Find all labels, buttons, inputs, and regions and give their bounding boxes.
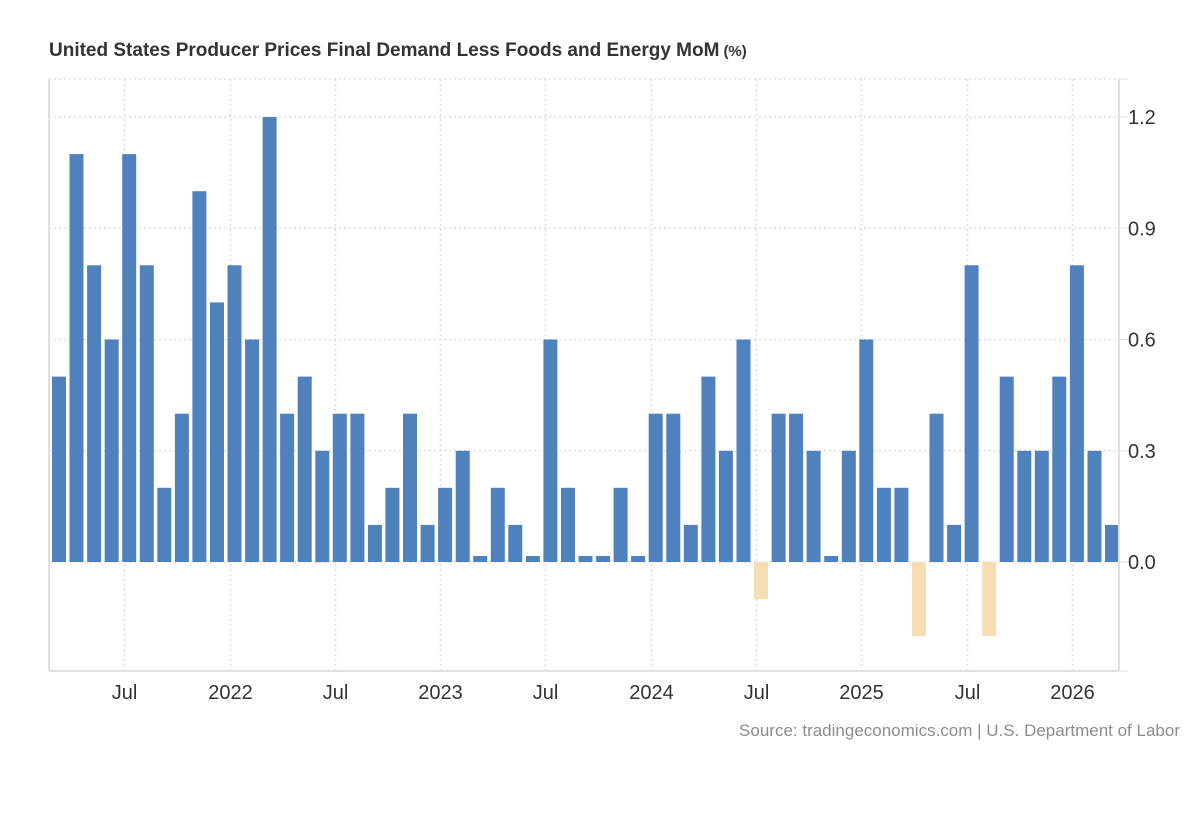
bar-2023-04[interactable] bbox=[490, 487, 505, 562]
bar-2021-08[interactable] bbox=[139, 265, 154, 562]
bar-2021-10[interactable] bbox=[174, 413, 189, 562]
source-attribution: Source: tradingeconomics.com | U.S. Depa… bbox=[739, 721, 1180, 740]
axes bbox=[48, 78, 1128, 672]
bar-2023-12[interactable] bbox=[631, 556, 646, 562]
bar-2025-05[interactable] bbox=[929, 413, 944, 562]
bar-2026-02[interactable] bbox=[1087, 450, 1102, 563]
chart-title: United States Producer Prices Final Dema… bbox=[49, 40, 747, 62]
bar-2024-10[interactable] bbox=[806, 450, 821, 563]
bar-2025-06[interactable] bbox=[947, 524, 962, 562]
bar-2022-08[interactable] bbox=[350, 413, 365, 562]
y-tick-label: 0.3 bbox=[1128, 441, 1156, 463]
x-tick-label: Jul bbox=[533, 682, 559, 704]
bar-2022-07[interactable] bbox=[332, 413, 347, 562]
bar-2023-02[interactable] bbox=[455, 450, 470, 563]
bar-2021-09[interactable] bbox=[157, 487, 172, 562]
bar-2025-10[interactable] bbox=[1017, 450, 1032, 563]
bar-2025-01[interactable] bbox=[859, 339, 874, 563]
bar-2025-11[interactable] bbox=[1034, 450, 1049, 563]
bar-2024-12[interactable] bbox=[841, 450, 856, 563]
x-tick-label: Jul bbox=[112, 682, 138, 704]
bar-2024-05[interactable] bbox=[718, 450, 733, 563]
bar-2026-01[interactable] bbox=[1069, 265, 1084, 562]
x-tick-label: 2024 bbox=[629, 682, 674, 704]
chart-unit-label: (%) bbox=[723, 43, 747, 60]
bar-2021-06[interactable] bbox=[104, 339, 119, 563]
bars bbox=[52, 117, 1119, 637]
x-tick-label: 2025 bbox=[839, 682, 884, 704]
bar-2024-07[interactable] bbox=[754, 562, 768, 600]
bar-2022-01[interactable] bbox=[227, 265, 242, 562]
x-tick-label: 2023 bbox=[418, 682, 463, 704]
bar-2022-03[interactable] bbox=[262, 117, 277, 562]
bar-2022-05[interactable] bbox=[297, 376, 312, 562]
bar-2022-11[interactable] bbox=[403, 413, 417, 562]
bar-2021-04[interactable] bbox=[69, 154, 84, 562]
bar-2022-12[interactable] bbox=[420, 524, 435, 562]
bar-2024-02[interactable] bbox=[666, 413, 681, 562]
bar-2023-01[interactable] bbox=[438, 487, 453, 562]
y-tick-label: 0.9 bbox=[1128, 218, 1156, 240]
bar-2022-09[interactable] bbox=[367, 524, 382, 562]
bar-2024-11[interactable] bbox=[824, 556, 839, 562]
y-tick-label: 0.0 bbox=[1128, 552, 1156, 574]
bar-2023-07[interactable] bbox=[543, 339, 558, 563]
bar-2023-09[interactable] bbox=[578, 556, 593, 562]
y-tick-label: 0.6 bbox=[1128, 330, 1156, 352]
bar-2026-03[interactable] bbox=[1105, 524, 1119, 562]
bar-2023-06[interactable] bbox=[525, 556, 540, 562]
bar-2022-04[interactable] bbox=[280, 413, 295, 562]
bar-2022-10[interactable] bbox=[385, 487, 400, 562]
bar-2022-02[interactable] bbox=[245, 339, 260, 563]
x-tick-label: Jul bbox=[955, 682, 981, 704]
bar-2024-09[interactable] bbox=[789, 413, 804, 562]
bar-2024-06[interactable] bbox=[736, 339, 751, 563]
bar-2022-06[interactable] bbox=[315, 450, 330, 563]
bar-2023-08[interactable] bbox=[561, 487, 575, 562]
bar-2021-11[interactable] bbox=[192, 191, 207, 562]
bar-2024-08[interactable] bbox=[771, 413, 786, 562]
bar-2025-03[interactable] bbox=[894, 487, 909, 562]
bar-2025-07[interactable] bbox=[964, 265, 979, 562]
bar-2023-10[interactable] bbox=[596, 556, 611, 562]
x-tick-label: Jul bbox=[744, 682, 770, 704]
grid-lines bbox=[49, 78, 1119, 671]
x-axis-labels: Jul 2022 Jul 2023 Jul 2024 Jul 2025 Jul 2026 bbox=[112, 682, 1095, 704]
x-tick-label: 2026 bbox=[1050, 682, 1095, 704]
bar-2023-05[interactable] bbox=[508, 524, 523, 562]
x-tick-label: Jul bbox=[323, 682, 349, 704]
x-tick-label: 2022 bbox=[208, 682, 253, 704]
bar-2025-12[interactable] bbox=[1052, 376, 1067, 562]
bar-2023-03[interactable] bbox=[473, 556, 488, 562]
bar-2025-02[interactable] bbox=[876, 487, 891, 562]
bar-2023-11[interactable] bbox=[613, 487, 628, 562]
bar-2021-12[interactable] bbox=[210, 302, 224, 562]
bar-2025-09[interactable] bbox=[999, 376, 1014, 562]
bar-2021-07[interactable] bbox=[122, 154, 137, 562]
bar-2024-04[interactable] bbox=[701, 376, 716, 562]
chart-title-text: United States Producer Prices Final Dema… bbox=[49, 40, 720, 61]
bar-2021-03[interactable] bbox=[52, 376, 66, 562]
bar-2024-03[interactable] bbox=[683, 524, 698, 562]
y-axis-labels: 0.0 0.3 0.6 0.9 1.2 bbox=[1128, 107, 1156, 574]
bar-2025-08[interactable] bbox=[982, 562, 997, 637]
bar-2025-04[interactable] bbox=[912, 562, 926, 637]
bar-2024-01[interactable] bbox=[648, 413, 663, 562]
y-tick-label: 1.2 bbox=[1128, 107, 1156, 129]
bar-2021-05[interactable] bbox=[87, 265, 102, 562]
